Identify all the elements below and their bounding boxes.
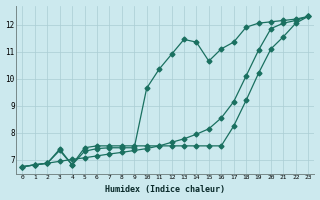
X-axis label: Humidex (Indice chaleur): Humidex (Indice chaleur) <box>105 185 225 194</box>
